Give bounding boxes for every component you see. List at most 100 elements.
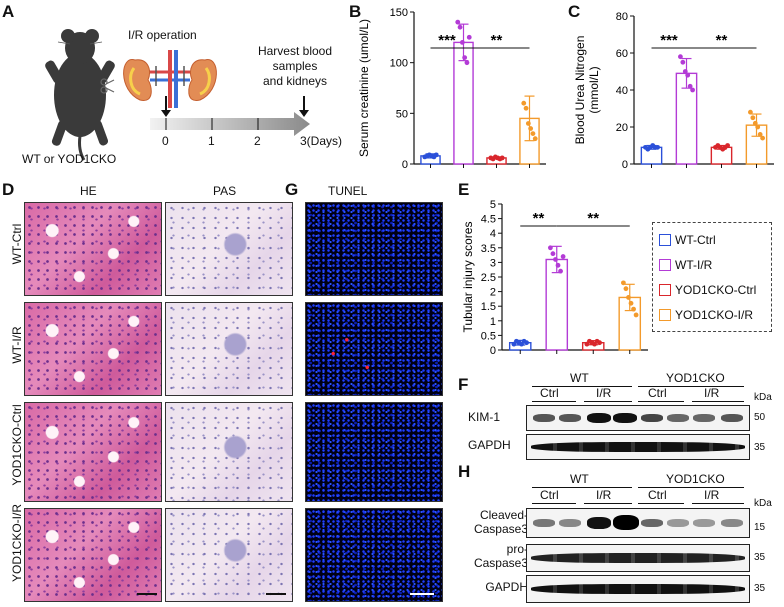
significance-label: ** <box>533 210 545 227</box>
tick-day-1: 1 <box>208 134 215 148</box>
data-point <box>755 124 761 130</box>
data-point <box>550 251 556 257</box>
bar <box>640 146 663 165</box>
he-image-wt-ir <box>24 302 162 396</box>
blot-strip-gapdh-h <box>526 575 750 603</box>
group-line <box>532 386 632 387</box>
data-point <box>682 69 688 74</box>
data-point <box>626 295 631 300</box>
blot-f-cond: I/R <box>704 386 720 400</box>
panel-a: I/R operation Harvest blood samples and … <box>0 0 343 175</box>
y-tick-label: 1.5 <box>481 301 496 313</box>
significance-label: ** <box>491 32 503 49</box>
y-axis-label-line: (mmol/L) <box>587 66 601 113</box>
data-point <box>633 312 639 318</box>
tunel-image-cko-ir <box>305 508 443 602</box>
tunel-image-wt-ctrl <box>305 202 443 296</box>
tick-day-2: 2 <box>254 134 261 148</box>
y-tick-label: 0.5 <box>481 330 496 342</box>
y-tick-label: 0 <box>402 159 408 171</box>
blot-strip-kim1 <box>526 405 750 431</box>
kda-marker: 50 <box>754 412 766 423</box>
significance-label: *** <box>438 32 456 49</box>
panel-label-g: G <box>285 180 299 199</box>
harvest-line-3: and kidneys <box>262 74 328 88</box>
mouse-illustration <box>45 29 310 161</box>
panel-label-e: E <box>458 180 470 199</box>
y-tick-label: 4 <box>490 228 496 240</box>
blot-h-cond: Ctrl <box>540 488 559 502</box>
ir-operation-label: I/R operation <box>128 28 197 42</box>
cond-line <box>532 503 576 504</box>
y-tick-label: 1 <box>490 316 496 328</box>
group-line <box>638 386 744 387</box>
band <box>721 519 743 527</box>
row-label-line: pro- <box>506 542 528 556</box>
band <box>667 519 689 527</box>
data-point <box>530 131 536 137</box>
legend-label-cko-ir: YOD1CKO-I/R <box>675 308 754 322</box>
data-point <box>457 24 463 30</box>
data-point <box>523 105 529 111</box>
data-point <box>459 40 465 45</box>
data-point <box>499 155 505 161</box>
blot-f-row-kim1: KIM-1 <box>468 410 501 424</box>
data-point <box>524 340 530 346</box>
data-point <box>620 280 626 286</box>
group-line <box>532 487 632 488</box>
western-blot-f: WT YOD1CKO Ctrl I/R Ctrl I/R kDa KIM-1 5… <box>468 371 784 464</box>
kidney-illustration <box>123 50 217 108</box>
y-tick-label: 5 <box>490 199 496 211</box>
harvest-line-1: Harvest blood <box>257 44 333 58</box>
timeline-arrow <box>150 112 310 136</box>
header-he: HE <box>80 184 97 198</box>
data-point <box>628 300 634 306</box>
tick-day-0: 0 <box>162 134 169 148</box>
western-blot-h: WT YOD1CKO Ctrl I/R Ctrl I/R kDa Cleaved… <box>470 470 784 607</box>
band <box>693 519 715 527</box>
data-point <box>623 286 629 292</box>
data-point <box>631 306 636 312</box>
blot-strip-pro-caspase3 <box>526 544 750 572</box>
legend: WT-Ctrl WT-I/R YOD1CKO-Ctrl YOD1CKO-I/R <box>652 222 772 332</box>
pas-image-wt-ir <box>165 302 293 396</box>
scale-bar <box>410 593 434 595</box>
tunel-image-wt-ir <box>305 302 443 396</box>
row-label-line: Caspase3 <box>473 556 528 570</box>
harvest-line-2: samples <box>272 59 318 73</box>
data-point <box>597 340 603 346</box>
cond-line <box>584 503 632 504</box>
data-point <box>752 120 758 126</box>
blot-strip-gapdh <box>526 434 750 460</box>
data-point <box>687 83 693 89</box>
legend-swatch-wt-ir <box>659 259 671 271</box>
data-point <box>655 144 660 150</box>
panel-label-c: C <box>568 2 581 21</box>
kda-marker: 35 <box>754 583 766 594</box>
y-axis-label: Serum creatinine (umol/L) <box>357 19 371 157</box>
data-point <box>750 115 756 121</box>
significance-label: *** <box>660 32 678 49</box>
band <box>559 414 581 422</box>
blot-f-group-cko: YOD1CKO <box>666 371 725 385</box>
he-image-cko-ir <box>24 508 162 602</box>
harvest-label: Harvest blood samples and kidneys <box>250 44 340 89</box>
pas-image-cko-ir <box>165 508 293 602</box>
tick-day-3: 3(Days) <box>300 134 343 148</box>
blot-h-row-pro: pro- Caspase3 <box>460 542 528 570</box>
data-point <box>748 109 753 115</box>
row-label-cko-ir: YOD1CKO-I/R <box>10 504 24 583</box>
band <box>533 414 555 422</box>
y-tick-label: 0 <box>490 345 496 357</box>
scale-bar <box>266 593 286 595</box>
data-point <box>464 60 470 66</box>
significance-label: ** <box>716 32 728 49</box>
cond-line <box>532 401 576 402</box>
down-arrow-icon <box>161 96 309 117</box>
he-image-wt-ctrl <box>24 202 162 296</box>
legend-swatch-cko-ir <box>659 309 671 321</box>
legend-swatch-wt-ctrl <box>659 234 671 246</box>
blot-h-row-gapdh: GAPDH <box>485 580 528 594</box>
data-point <box>678 54 683 60</box>
